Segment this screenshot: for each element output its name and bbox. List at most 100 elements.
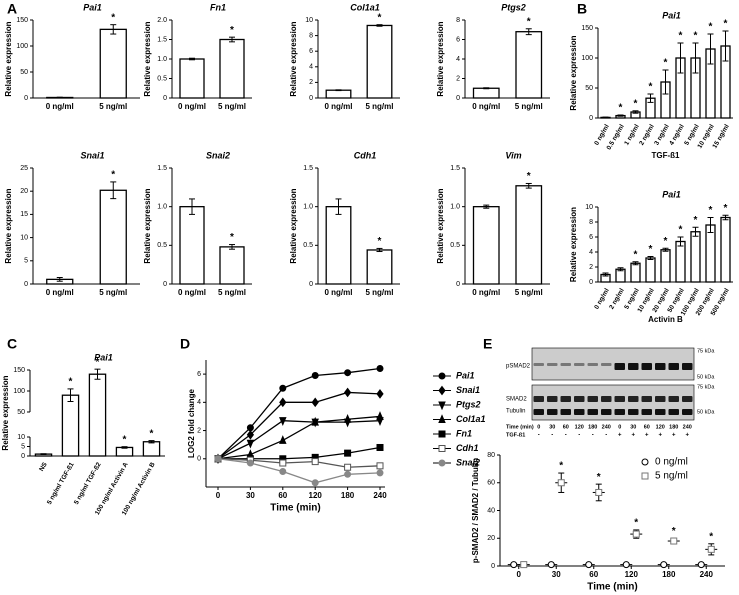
significance-star: * [649, 82, 653, 93]
y-tick-label: 2 [456, 75, 460, 82]
blot-time: 0 [618, 424, 621, 430]
marker [376, 462, 384, 470]
y-tick-label: 10 [305, 17, 313, 24]
y-axis-label: Relative expression [4, 21, 13, 96]
chart-title: Snai2 [206, 150, 230, 160]
significance-star: * [150, 428, 154, 439]
marker [279, 459, 287, 467]
blot-time: 60 [644, 424, 650, 430]
y-tick-label: 100 [16, 43, 28, 50]
y-tick-label: 0 [163, 95, 167, 102]
blot-marker: 75 kDa [697, 384, 715, 390]
panel-letter: A [7, 1, 17, 17]
y-tick-label: 0.5 [157, 75, 167, 82]
blot-row-label: pSMAD2 [506, 364, 531, 370]
marker [311, 458, 319, 466]
marker [660, 561, 668, 569]
marker [376, 469, 384, 477]
marker [311, 479, 319, 487]
y-tick-label: 0 [163, 281, 167, 288]
blot-tgf: + [658, 433, 662, 439]
marker [343, 413, 352, 423]
chart-title: Ptgs2 [501, 2, 526, 12]
chart-title: Vim [505, 150, 521, 160]
blot-band [574, 409, 585, 415]
chart-title: Pai1 [83, 2, 102, 12]
x-tick-label: 240 [373, 491, 387, 500]
significance-star: * [619, 103, 623, 114]
x-tick-label: 5 ng/ml [99, 102, 127, 111]
y-tick-label: 8 [309, 32, 313, 39]
y-tick-label: 8 [589, 219, 593, 226]
significance-star: * [111, 170, 115, 181]
significance-star: * [694, 215, 698, 226]
y-tick-label: 40 [487, 507, 495, 514]
blot-band [560, 396, 571, 402]
panel-letter: B [577, 1, 587, 17]
y-tick-label: 20 [20, 188, 28, 195]
marker [343, 387, 352, 398]
blot-band [668, 363, 679, 370]
blot-row-label: Tubulin [506, 409, 525, 415]
y-tick-label: 20 [487, 535, 495, 542]
panel-letter: C [7, 336, 17, 352]
blot-time: 30 [549, 424, 555, 430]
bar [179, 58, 205, 99]
blot-band [668, 409, 679, 415]
marker [585, 561, 593, 569]
blot-tgf: - [578, 433, 580, 439]
y-tick-label: 0.5 [450, 242, 460, 249]
y-axis-label: Relative expression [143, 188, 152, 263]
line [217, 415, 381, 460]
blot-band [614, 409, 625, 415]
y-tick-label: 0 [456, 281, 460, 288]
significance-star: * [672, 526, 676, 537]
x-tick-label: 5 ng/ml [515, 102, 543, 111]
significance-star: * [709, 531, 713, 542]
y-tick-label: 10 [20, 234, 28, 241]
significance-star: * [527, 16, 531, 27]
x-tick-label: 5 ng/ml [515, 288, 543, 297]
blot-band [533, 363, 544, 366]
y-tick-label: 0.5 [157, 242, 167, 249]
significance-star: * [679, 31, 683, 42]
x-tick-label: 0 ng/ml [178, 288, 206, 297]
marker [707, 545, 715, 553]
y-tick-label: 1.0 [157, 56, 167, 63]
x-tick-label: 0 ng/ml [324, 288, 352, 297]
marker [376, 364, 384, 372]
y-tick-label: 2.0 [157, 17, 167, 24]
chart-title: Pai1 [662, 189, 681, 199]
significance-star: * [724, 203, 728, 214]
blot-time: 30 [630, 424, 636, 430]
legend-marker [641, 472, 649, 480]
significance-star: * [378, 12, 382, 23]
marker [279, 467, 287, 475]
y-tick-label: 0 [456, 95, 460, 102]
blot-band [601, 409, 612, 415]
y-tick-label: 1.5 [450, 165, 460, 172]
chart-title: Col1a1 [350, 2, 380, 12]
bar [99, 189, 127, 285]
chart-title: Fn1 [210, 2, 226, 12]
marker [246, 459, 254, 467]
marker [344, 369, 352, 377]
x-tick-label: 5 ng/ml [218, 288, 246, 297]
x-tick-label: 0 [216, 491, 221, 500]
blot-band [682, 409, 693, 415]
x-tick-label: 5 ng/ml [99, 288, 127, 297]
y-tick-label: 50 [20, 69, 28, 76]
blot-tgf: + [645, 433, 649, 439]
x-tick-label: 5 ng/ml TGF-ß1 [46, 461, 76, 506]
y-tick-label: 0 [309, 95, 313, 102]
legend-label: Pai1 [456, 370, 475, 380]
marker [279, 384, 287, 392]
y-tick-label: 0 [197, 456, 201, 463]
marker [622, 561, 630, 569]
blot-marker: 50 kDa [697, 374, 715, 380]
panel-letter: E [483, 336, 492, 352]
blot-time: 240 [683, 424, 692, 430]
blot-marker: 75 kDa [697, 348, 715, 354]
blot-time: 120 [575, 424, 584, 430]
blot-tgf: + [672, 433, 676, 439]
